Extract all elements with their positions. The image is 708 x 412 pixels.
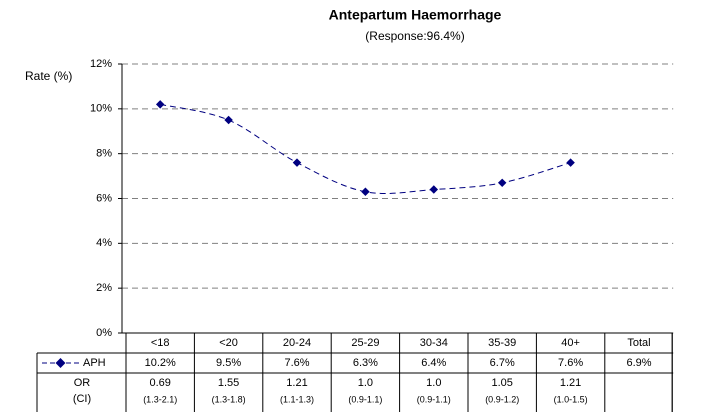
- point: [224, 115, 233, 125]
- y-tick-label: 10%: [90, 103, 112, 115]
- or-value: 1.0: [358, 377, 373, 389]
- x-tick-label: <18: [151, 337, 170, 349]
- value-label: 6.4%: [421, 357, 446, 369]
- or-value: 1.0: [426, 377, 441, 389]
- or-header: (CI): [73, 393, 91, 405]
- point: [155, 100, 165, 109]
- or-value: 1.21: [286, 377, 307, 389]
- x-tick-label: 40+: [561, 337, 580, 349]
- y-tick-label: 6%: [96, 192, 112, 204]
- ci-value: (0.9-1.2): [485, 394, 519, 404]
- y-tick-label: 12%: [90, 58, 112, 70]
- ci-value: (1.0-1.5): [554, 394, 588, 404]
- point: [292, 158, 302, 167]
- y-axis-label: Rate (%): [25, 69, 72, 83]
- or-value: 1.21: [560, 377, 581, 389]
- point: [566, 158, 575, 167]
- point: [497, 178, 507, 188]
- value-label: 10.2%: [145, 357, 176, 369]
- ci-value: (0.9-1.1): [417, 394, 451, 404]
- chart-subtitle: (Response:96.4%): [365, 29, 464, 43]
- x-tick-label: <20: [219, 337, 238, 349]
- point: [361, 187, 370, 197]
- or-header: OR: [74, 377, 91, 389]
- value-label: 7.6%: [284, 357, 309, 369]
- legend-label: APH: [83, 357, 106, 369]
- or-value: 0.69: [149, 377, 170, 389]
- value-label: 6.7%: [490, 357, 515, 369]
- ci-value: (0.9-1.1): [348, 394, 382, 404]
- ci-value: (1.3-1.8): [212, 394, 246, 404]
- or-value: 1.55: [218, 377, 239, 389]
- ci-value: (1.3-2.1): [143, 394, 177, 404]
- y-tick-label: 8%: [96, 148, 112, 160]
- total-value: 6.9%: [626, 357, 651, 369]
- chart-title: Antepartum Haemorrhage: [329, 7, 502, 23]
- y-tick-label: 0%: [96, 327, 112, 339]
- value-label: 6.3%: [353, 357, 378, 369]
- value-label: 9.5%: [216, 357, 241, 369]
- series-line: [160, 103, 571, 195]
- x-tick-label: 25-29: [351, 337, 379, 349]
- legend-marker: [55, 358, 66, 368]
- or-value: 1.05: [491, 377, 512, 389]
- y-tick-label: 4%: [96, 237, 112, 249]
- y-tick-label: 2%: [96, 282, 112, 294]
- x-tick-label: Total: [627, 337, 650, 349]
- point: [429, 185, 439, 194]
- ci-value: (1.1-1.3): [280, 394, 314, 404]
- x-tick-label: 20-24: [283, 337, 311, 349]
- value-label: 7.6%: [558, 357, 583, 369]
- x-tick-label: 30-34: [420, 337, 448, 349]
- x-tick-label: 35-39: [488, 337, 516, 349]
